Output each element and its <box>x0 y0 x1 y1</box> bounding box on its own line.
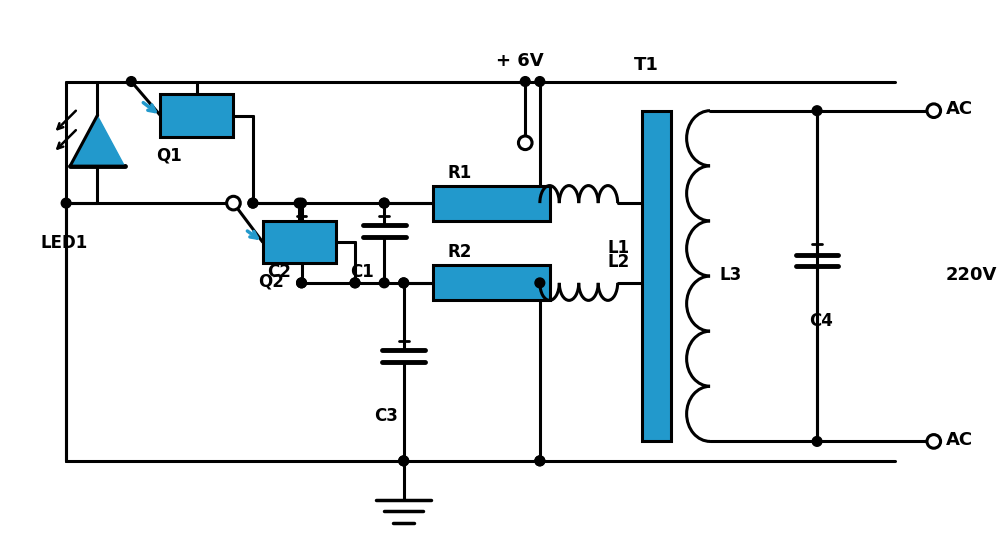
Circle shape <box>535 456 545 466</box>
Circle shape <box>399 278 409 287</box>
Circle shape <box>927 104 941 117</box>
Circle shape <box>399 278 409 287</box>
Circle shape <box>518 136 532 150</box>
Bar <box>160 94 233 137</box>
Circle shape <box>520 77 530 86</box>
Text: C2: C2 <box>267 263 291 281</box>
Text: C1: C1 <box>350 263 374 281</box>
Text: L1: L1 <box>608 239 630 257</box>
Circle shape <box>248 198 258 208</box>
Circle shape <box>379 278 389 287</box>
Text: Q2: Q2 <box>258 272 284 291</box>
Text: AC: AC <box>945 101 973 118</box>
Circle shape <box>399 456 409 466</box>
Circle shape <box>294 198 304 208</box>
Bar <box>433 186 550 221</box>
Circle shape <box>229 198 238 208</box>
Circle shape <box>535 278 545 287</box>
Polygon shape <box>70 116 125 166</box>
Circle shape <box>350 278 360 287</box>
Text: R1: R1 <box>447 163 472 182</box>
Text: T1: T1 <box>634 56 659 74</box>
Circle shape <box>812 436 822 446</box>
Circle shape <box>812 106 822 116</box>
Circle shape <box>61 198 71 208</box>
Circle shape <box>379 198 389 208</box>
Bar <box>263 221 336 264</box>
Text: C4: C4 <box>809 311 833 330</box>
Bar <box>642 111 671 441</box>
Text: AC: AC <box>945 431 973 449</box>
Text: L2: L2 <box>608 253 630 271</box>
Text: C3: C3 <box>374 408 398 425</box>
Circle shape <box>227 196 240 210</box>
Bar <box>433 265 550 300</box>
Circle shape <box>535 456 545 466</box>
Circle shape <box>297 278 306 287</box>
Circle shape <box>297 198 306 208</box>
Text: + 6V: + 6V <box>496 52 544 70</box>
Circle shape <box>229 198 238 208</box>
Circle shape <box>399 456 409 466</box>
Circle shape <box>927 435 941 448</box>
Text: LED1: LED1 <box>41 234 88 252</box>
Text: R2: R2 <box>447 244 472 261</box>
Circle shape <box>535 77 545 86</box>
Text: L3: L3 <box>720 266 742 284</box>
Circle shape <box>126 77 136 86</box>
Circle shape <box>297 278 306 287</box>
Text: Q1: Q1 <box>156 146 181 164</box>
Circle shape <box>379 198 389 208</box>
Circle shape <box>248 198 258 208</box>
Text: 220V: 220V <box>945 266 997 284</box>
Circle shape <box>350 278 360 287</box>
